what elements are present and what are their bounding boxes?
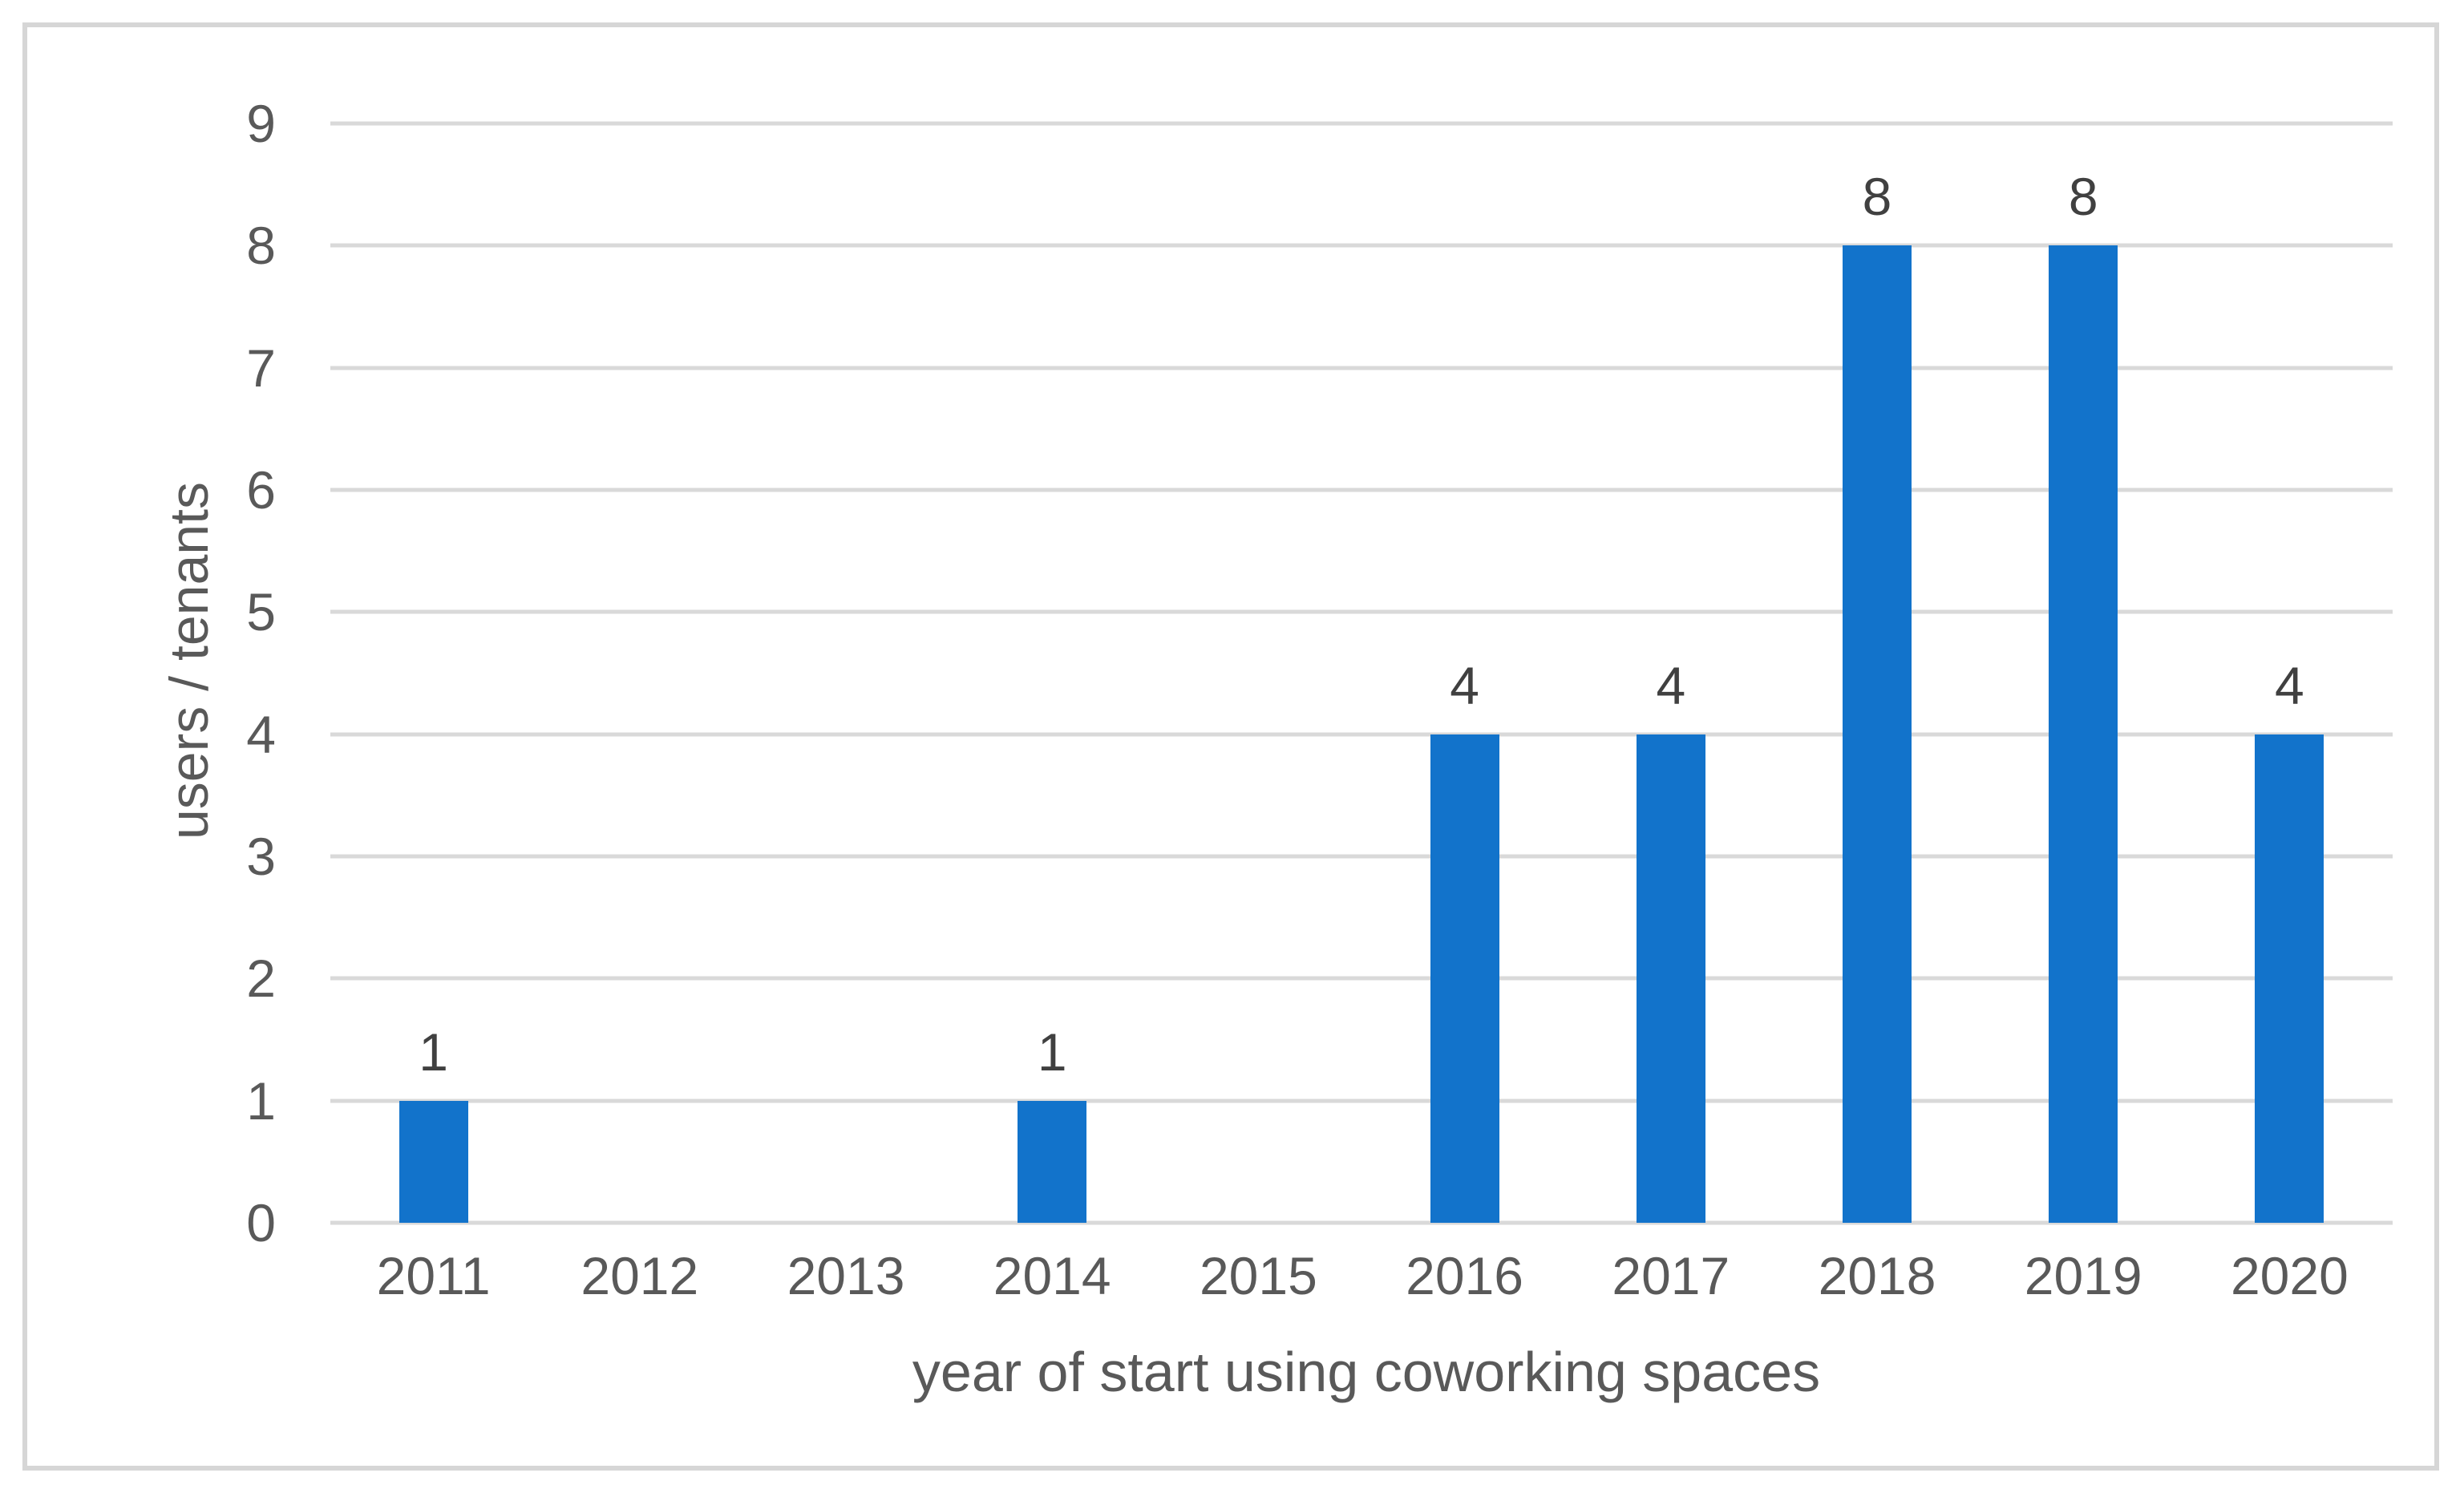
- bar-2011: [399, 1100, 468, 1223]
- gridline-y-5: [330, 609, 2393, 614]
- gridline-y-6: [330, 488, 2393, 492]
- gridline-y-2: [330, 976, 2393, 981]
- x-tick-label-2020: 2020: [2230, 1246, 2349, 1305]
- data-label-2020: 4: [2275, 655, 2304, 715]
- data-label-2019: 8: [2068, 167, 2098, 227]
- gridline-y-0: [330, 1220, 2393, 1225]
- data-label-2014: 1: [1037, 1022, 1067, 1082]
- gridline-y-8: [330, 243, 2393, 248]
- bar-2019: [2049, 245, 2118, 1223]
- bar-2020: [2255, 734, 2324, 1223]
- gridline-y-1: [330, 1099, 2393, 1103]
- x-tick-label-2012: 2012: [581, 1246, 699, 1305]
- bar-2014: [1018, 1100, 1087, 1223]
- x-tick-label-2017: 2017: [1612, 1246, 1730, 1305]
- bar-2018: [1843, 245, 1912, 1223]
- bar-2016: [1430, 734, 1499, 1223]
- y-tick-label-8: 8: [246, 216, 276, 276]
- data-label-2017: 4: [1656, 655, 1686, 715]
- gridline-y-7: [330, 366, 2393, 370]
- y-tick-label-3: 3: [246, 827, 276, 886]
- x-axis-title: year of start using coworking spaces: [912, 1341, 1821, 1403]
- x-tick-label-2015: 2015: [1199, 1246, 1317, 1305]
- data-label-2018: 8: [1862, 167, 1892, 227]
- x-tick-label-2018: 2018: [1818, 1246, 1936, 1305]
- y-tick-label-4: 4: [246, 704, 276, 764]
- plot-area: 1 1 4 4 8 8 4: [330, 121, 2393, 1225]
- x-tick-label-2014: 2014: [993, 1246, 1111, 1305]
- gridline-y-3: [330, 854, 2393, 859]
- x-tick-label-2016: 2016: [1406, 1246, 1524, 1305]
- y-tick-label-9: 9: [246, 94, 276, 153]
- gridline-y-4: [330, 732, 2393, 737]
- y-tick-label-7: 7: [246, 338, 276, 398]
- y-axis-title: users / tenants: [159, 481, 220, 840]
- y-tick-label-6: 6: [246, 460, 276, 520]
- x-axis-tick-labels: 2011 2012 2013 2014 2015 2016 2017 2018 2019 2020: [330, 1249, 2393, 1313]
- x-tick-label-2019: 2019: [2024, 1246, 2142, 1305]
- y-tick-label-0: 0: [246, 1193, 276, 1252]
- y-tick-label-5: 5: [246, 582, 276, 642]
- x-tick-label-2011: 2011: [376, 1246, 491, 1305]
- gridline-y-9: [330, 121, 2393, 126]
- bar-2017: [1636, 734, 1705, 1223]
- x-tick-label-2013: 2013: [787, 1246, 905, 1305]
- y-tick-label-1: 1: [246, 1070, 276, 1131]
- y-tick-label-2: 2: [246, 949, 276, 1009]
- data-label-2016: 4: [1450, 655, 1479, 715]
- data-label-2011: 1: [419, 1022, 448, 1082]
- y-axis-tick-labels: 0 1 2 3 4 5 6 7 8 9: [27, 97, 300, 1249]
